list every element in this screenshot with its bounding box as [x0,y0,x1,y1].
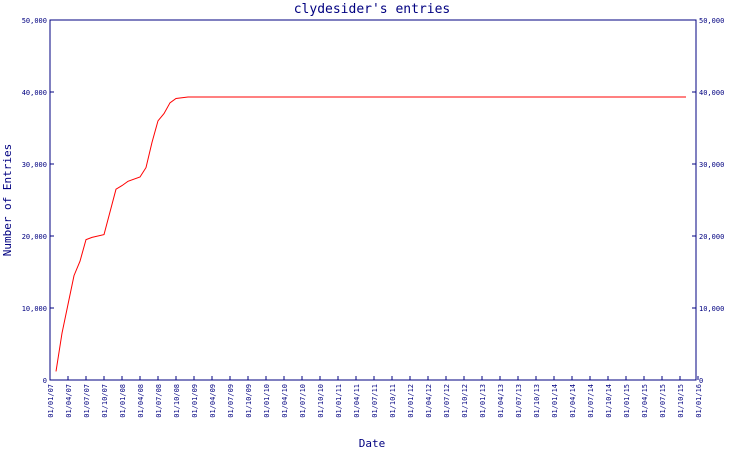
y-tick-label-left-2: 20,000 [22,233,47,241]
x-tick-label-5: 01/04/08 [137,384,145,418]
x-tick-label-29: 01/04/14 [569,384,577,418]
x-tick-label-13: 01/04/10 [281,384,289,418]
y-tick-label-left-1: 10,000 [22,305,47,313]
plot-area-frame [49,19,697,381]
x-tick-label-25: 01/04/13 [497,384,505,418]
x-tick-label-32: 01/01/15 [623,384,631,418]
y-tick-label-right-2: 20,000 [699,233,724,241]
x-tick-label-26: 01/07/13 [515,384,523,418]
x-tick-label-4: 01/01/08 [119,384,127,418]
x-tick-label-17: 01/04/11 [353,384,361,418]
x-tick-label-0: 01/01/07 [47,384,55,418]
x-tick-label-8: 01/01/09 [191,384,199,418]
x-tick-label-30: 01/07/14 [587,384,595,418]
x-tick-label-34: 01/07/15 [659,384,667,418]
x-tick-label-2: 01/07/07 [83,384,91,418]
y-tick-label-left-3: 30,000 [22,161,47,169]
x-tick-label-24: 01/01/13 [479,384,487,418]
x-axis-ticks: 01/01/07 01/04/07 01/07/07 01/10/07 01/01/08… [47,376,703,418]
x-tick-label-15: 01/10/10 [317,384,325,418]
x-tick-label-10: 01/07/09 [227,384,235,418]
chart-title: clydesider's entries [294,2,451,17]
series-line-entries [55,96,686,372]
y-axis-label: Number of Entries [1,144,14,257]
x-tick-label-35: 01/10/15 [677,384,685,418]
x-tick-label-12: 01/01/10 [263,384,271,418]
x-tick-label-28: 01/01/14 [551,384,559,418]
x-tick-label-36: 01/01/16 [695,384,703,418]
x-tick-label-16: 01/01/11 [335,384,343,418]
y-tick-label-left-4: 40,000 [22,89,47,97]
x-tick-label-9: 01/04/09 [209,384,217,418]
y-tick-label-right-3: 30,000 [699,161,724,169]
x-tick-label-11: 01/10/09 [245,384,253,418]
x-tick-label-21: 01/04/12 [425,384,433,418]
x-tick-label-31: 01/10/14 [605,384,613,418]
x-tick-label-20: 01/01/12 [407,384,415,418]
y-tick-label-left-5: 50,000 [22,17,47,25]
x-tick-label-1: 01/04/07 [65,384,73,418]
x-tick-label-3: 01/10/07 [101,384,109,418]
x-tick-label-22: 01/07/12 [443,384,451,418]
x-tick-label-33: 01/04/15 [641,384,649,418]
y-tick-label-right-1: 10,000 [699,305,724,313]
x-tick-label-23: 01/10/12 [461,384,469,418]
y-tick-label-right-4: 40,000 [699,89,724,97]
y-tick-label-left-0: 0 [43,377,47,385]
x-tick-label-7: 01/10/08 [173,384,181,418]
x-axis-label: Date [359,437,386,450]
x-tick-label-27: 01/10/13 [533,384,541,418]
x-tick-label-14: 01/07/10 [299,384,307,418]
y-axis-ticks: 0 0 10,000 10,000 20,000 20,000 30,000 30,000 40… [22,17,725,385]
x-tick-label-18: 01/07/11 [371,384,379,418]
y-tick-label-right-5: 50,000 [699,17,724,25]
y-tick-label-right-0: 0 [699,377,703,385]
x-tick-label-6: 01/07/08 [155,384,163,418]
x-tick-label-19: 01/10/11 [389,384,397,418]
